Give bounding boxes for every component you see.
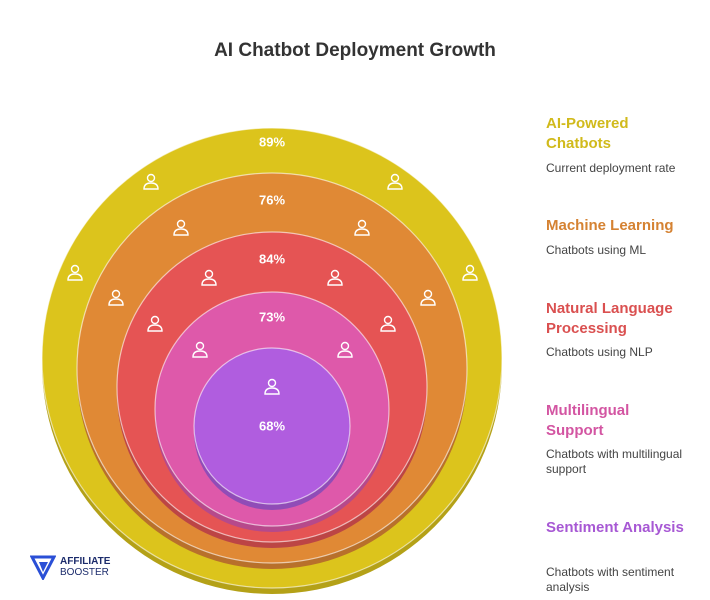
title: AI Chatbot Deployment Growth (214, 40, 496, 61)
icon-head (195, 341, 205, 351)
ring-value: 89% (259, 134, 285, 149)
ring-label: Sentiment Analysis (546, 519, 684, 536)
icon-head (111, 289, 121, 299)
icon-head (70, 264, 80, 274)
icon-head (150, 315, 160, 325)
icon-body (173, 228, 189, 236)
person-icon (462, 264, 478, 281)
logo: AFFILIATE BOOSTER (30, 554, 110, 580)
ring-label: AI-Powered Chatbots (546, 115, 629, 152)
ring-value: 68% (259, 418, 285, 433)
ring-label: Machine Learning (546, 217, 674, 234)
ring-description: Current deployment rate (546, 161, 676, 175)
person-icon (387, 173, 403, 190)
nested-circles: 89% 76% 84% 73% 68% (41, 127, 503, 594)
icon-head (383, 315, 393, 325)
icon-body (354, 228, 370, 236)
icon-body (67, 273, 83, 281)
ring-value: 76% (259, 192, 285, 207)
icon-head (357, 219, 367, 229)
icon-body (462, 273, 478, 281)
icon-body (337, 350, 353, 358)
ring-description: Chatbots with multilingual support (546, 447, 683, 476)
icon-body (201, 278, 217, 286)
logo-text: BOOSTER (60, 567, 109, 578)
icon-body (420, 298, 436, 306)
icon-head (204, 269, 214, 279)
icon-head (267, 378, 277, 388)
ring-value: 73% (259, 309, 285, 324)
icon-body (264, 387, 280, 395)
icon-body (108, 298, 124, 306)
person-icon (108, 289, 124, 306)
person-icon (67, 264, 83, 281)
person-icon (380, 315, 396, 332)
icon-head (146, 173, 156, 183)
ring-label: Natural Language Processing (546, 300, 673, 337)
ring-label: Multilingual Support (546, 402, 630, 439)
ring-description: Chatbots with sentiment analysis (546, 565, 675, 594)
person-icon (327, 269, 343, 286)
person-icon (173, 219, 189, 236)
icon-body (143, 182, 159, 190)
ring (193, 347, 351, 505)
icon-head (330, 269, 340, 279)
icon-head (390, 173, 400, 183)
icon-body (192, 350, 208, 358)
person-icon (143, 173, 159, 190)
icon-head (465, 264, 475, 274)
person-icon (354, 219, 370, 236)
icon-body (380, 324, 396, 332)
logo-text: AFFILIATE (60, 556, 111, 567)
person-icon (201, 269, 217, 286)
person-icon (264, 378, 280, 395)
ring-description: Chatbots using NLP (546, 345, 653, 359)
person-icon (192, 341, 208, 358)
person-icon (420, 289, 436, 306)
icon-body (147, 324, 163, 332)
icon-body (387, 182, 403, 190)
logo-icon (30, 555, 56, 580)
person-icon (337, 341, 353, 358)
icon-head (340, 341, 350, 351)
icon-body (327, 278, 343, 286)
icon-head (423, 289, 433, 299)
icon-head (176, 219, 186, 229)
ring-description: Chatbots using ML (546, 243, 647, 257)
person-icon (147, 315, 163, 332)
ring-value: 84% (259, 251, 285, 266)
